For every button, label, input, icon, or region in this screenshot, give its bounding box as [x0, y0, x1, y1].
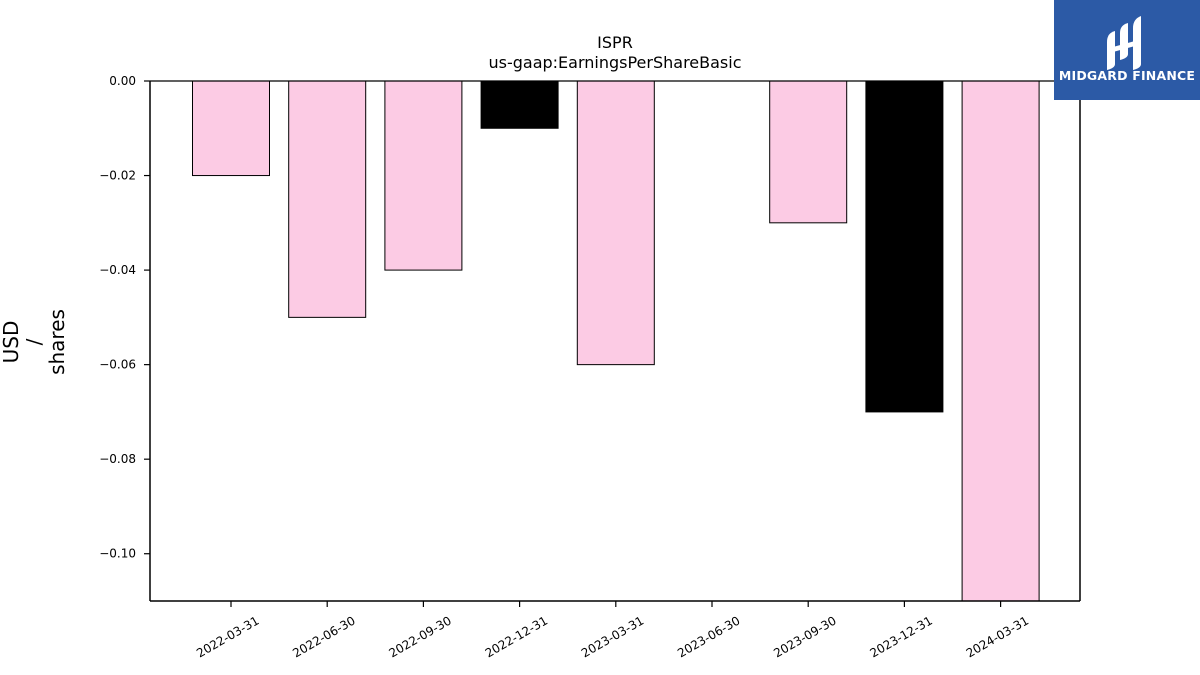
y-axis-label: USD / shares [0, 309, 69, 375]
x-tick-label: 2022-03-31 [194, 613, 261, 660]
y-tick-label: −0.04 [99, 263, 136, 277]
bar-2024-03-31 [961, 80, 1040, 602]
y-axis-label-line-2: / [22, 338, 46, 345]
x-tick-label: 2023-06-30 [675, 613, 742, 660]
y-tick-label: 0.00 [109, 74, 136, 88]
y-tick-label: −0.02 [99, 169, 136, 183]
bar-2023-03-31 [576, 80, 655, 366]
brand-name: MIDGARD FINANCE [1059, 68, 1195, 83]
x-tick-label: 2022-09-30 [386, 613, 453, 660]
midgard-logo-icon [1107, 16, 1141, 70]
x-tick-label: 2022-06-30 [290, 613, 357, 660]
x-tick-label: 2023-09-30 [771, 613, 838, 660]
y-tick-label: −0.10 [99, 547, 136, 561]
bar-2023-09-30 [769, 80, 848, 224]
x-tick-label: 2023-03-31 [579, 613, 646, 660]
x-tick-label: 2022-12-31 [483, 613, 550, 660]
bar-2022-09-30 [384, 80, 463, 271]
bars-layer [192, 80, 1040, 602]
y-tick-label: −0.06 [99, 358, 136, 372]
chart-title-ticker: ISPR [597, 33, 633, 52]
bar-2023-12-31 [865, 80, 944, 413]
x-tick-label: 2023-12-31 [867, 613, 934, 660]
axes-layer [149, 80, 1081, 602]
y-axis-label-line-3: shares [45, 309, 69, 375]
bar-2022-06-30 [288, 80, 367, 318]
chart-title-metric: us-gaap:EarningsPerShareBasic [488, 53, 741, 72]
x-tick-label: 2024-03-31 [964, 613, 1031, 660]
bar-2022-12-31 [480, 80, 559, 129]
y-axis-label-line-1: USD [0, 321, 23, 364]
brand-logo: MIDGARD FINANCE [1054, 0, 1200, 100]
bar-2022-03-31 [192, 80, 270, 177]
y-tick-label: −0.08 [99, 452, 136, 466]
